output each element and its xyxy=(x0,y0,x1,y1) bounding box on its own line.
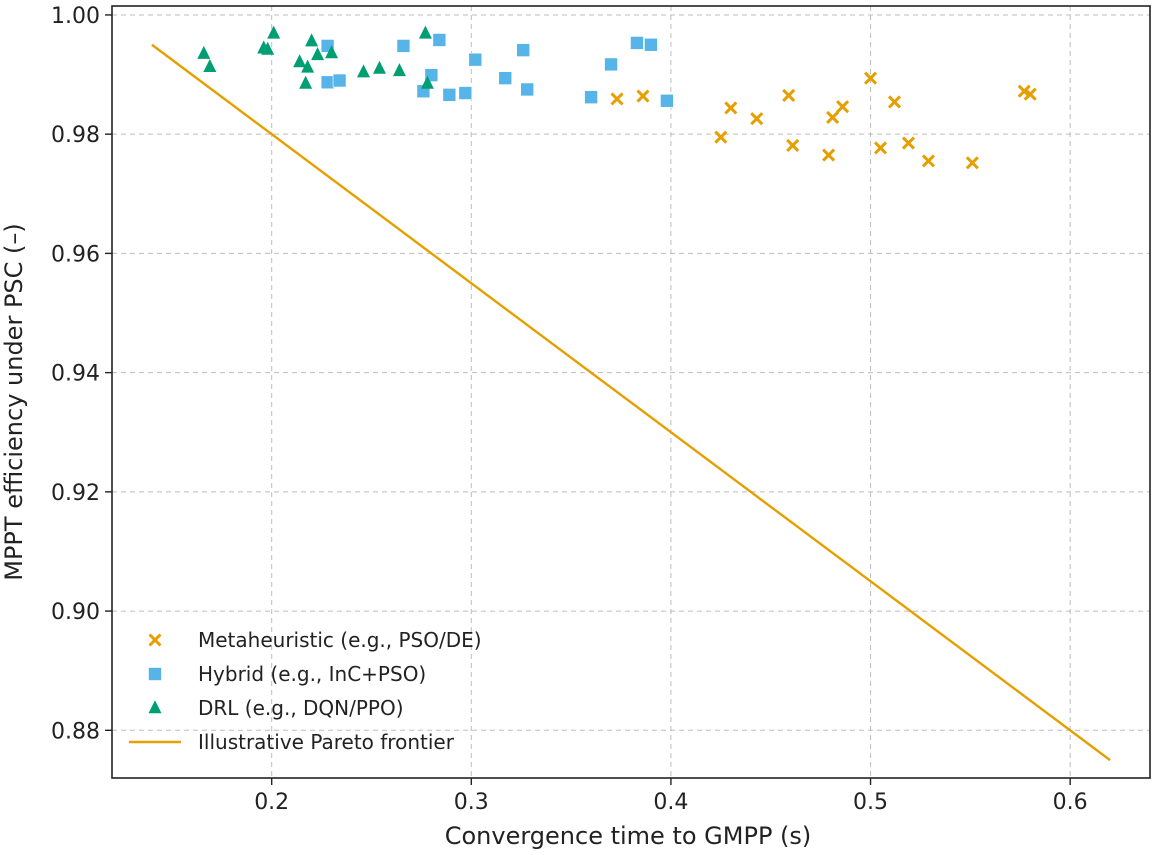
hybrid-point xyxy=(320,75,335,90)
hybrid-point xyxy=(498,71,513,85)
axis-ticks: 0.2 0.3 0.4 0.5 0.6 0.88 0.90 0.92 0.94 0.96 0.98 1… xyxy=(51,4,1088,815)
legend-label: DRL (e.g., DQN/PPO) xyxy=(198,696,404,720)
drl-point xyxy=(301,59,315,73)
hybrid-point xyxy=(630,36,644,50)
hybrid-point xyxy=(458,86,473,100)
metaheuristic-point xyxy=(965,156,979,170)
drl-point xyxy=(261,41,275,55)
metaheuristic-point xyxy=(836,100,850,114)
hybrid-point xyxy=(604,57,618,72)
drl-point xyxy=(357,64,371,78)
legend: Metaheuristic (e.g., PSO/DE) Hybrid (e.g.… xyxy=(129,628,482,754)
drl-point xyxy=(311,47,325,61)
metaheuristic-point xyxy=(901,136,916,150)
drl-point xyxy=(372,60,386,74)
metaheuristic-point xyxy=(724,101,738,115)
pareto-frontier-layer xyxy=(151,43,1111,762)
metaheuristic-point xyxy=(786,138,800,153)
metaheuristic-point xyxy=(714,130,728,144)
drl-point xyxy=(325,45,339,59)
metaheuristic-point xyxy=(1023,87,1037,101)
metaheuristic-point xyxy=(822,148,836,162)
y-tick-label: 0.96 xyxy=(51,242,100,267)
y-tick-label: 0.90 xyxy=(51,600,100,625)
hybrid-point xyxy=(442,88,457,102)
y-tick-label: 0.94 xyxy=(51,362,100,387)
plot-frame xyxy=(111,5,1151,779)
drl-point xyxy=(305,33,319,47)
metaheuristic-point xyxy=(873,141,888,155)
x-tick-label: 0.2 xyxy=(254,790,289,815)
x-tick-label: 0.4 xyxy=(653,790,688,815)
legend-label: Hybrid (e.g., InC+PSO) xyxy=(198,662,426,686)
drl-point xyxy=(299,75,313,89)
metaheuristic-point xyxy=(610,92,624,106)
y-tick-label: 1.00 xyxy=(51,4,100,29)
grid xyxy=(112,6,1150,778)
x-tick-label: 0.6 xyxy=(1053,790,1088,815)
x-tick-label: 0.5 xyxy=(853,790,888,815)
metaheuristic-point xyxy=(782,88,796,102)
metaheuristic-point xyxy=(887,95,902,109)
legend-marker-square xyxy=(148,667,162,681)
drl-point xyxy=(392,63,406,77)
drl-point xyxy=(267,25,281,39)
drl-point xyxy=(203,59,217,73)
hybrid-point xyxy=(332,73,347,88)
hybrid-point xyxy=(660,93,674,108)
drl-point xyxy=(420,75,434,89)
pareto-frontier-line xyxy=(151,43,1111,762)
x-axis-title: Convergence time to GMPP (s) xyxy=(445,822,812,850)
legend-label: Metaheuristic (e.g., PSO/DE) xyxy=(198,628,482,652)
drl-point xyxy=(197,45,211,59)
y-tick-label: 0.92 xyxy=(51,481,100,506)
hybrid-point xyxy=(520,82,535,97)
legend-label: Illustrative Pareto frontier xyxy=(198,730,455,754)
x-tick-label: 0.3 xyxy=(454,790,489,815)
hybrid-point xyxy=(468,52,483,67)
metaheuristic-point xyxy=(863,71,878,85)
hybrid-point xyxy=(432,33,447,47)
hybrid-point xyxy=(516,43,531,57)
drl-point xyxy=(418,25,432,39)
hybrid-point xyxy=(396,39,411,53)
y-axis-title: MPPT efficiency under PSC (–) xyxy=(0,223,28,581)
y-tick-label: 0.98 xyxy=(51,123,100,148)
metaheuristic-point xyxy=(750,112,764,126)
metaheuristic-point xyxy=(826,110,840,125)
hybrid-point xyxy=(584,90,598,105)
drl-point xyxy=(293,54,307,68)
metaheuristic-point xyxy=(636,89,650,103)
hybrid-point xyxy=(644,37,658,52)
legend-marker-x xyxy=(148,633,162,647)
legend-marker-triangle xyxy=(148,700,162,714)
metaheuristic-point xyxy=(921,154,935,168)
data-points-layer xyxy=(197,25,1037,170)
y-tick-label: 0.88 xyxy=(51,719,100,744)
